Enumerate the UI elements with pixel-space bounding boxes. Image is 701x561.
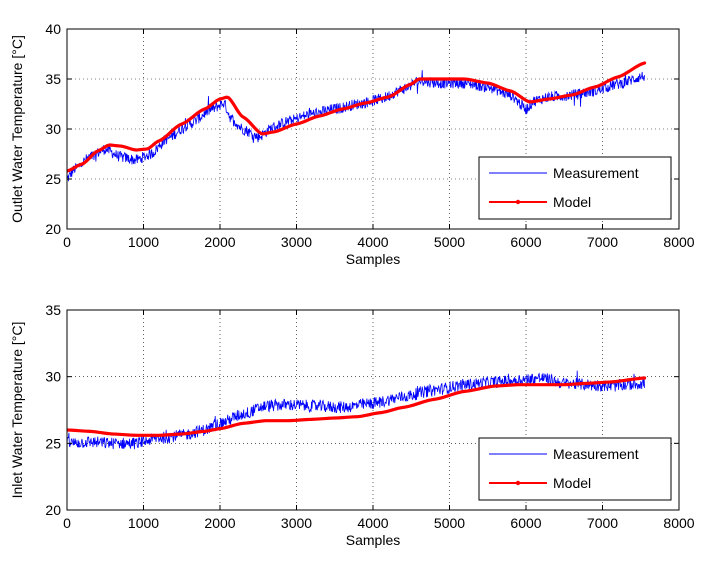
x-tick-label: 5000 [434, 234, 465, 250]
legend: Measurement Model [478, 437, 672, 501]
x-tick-label: 1000 [128, 234, 159, 250]
legend-marker-model [515, 199, 521, 205]
y-tick-label: 25 [45, 435, 61, 451]
chart-panel-bottom: 0 1000 2000 3000 4000 5000 6000 7000 8000 20 25 30 3… [9, 302, 695, 548]
x-tick-label: 7000 [587, 515, 618, 531]
series-line-model [67, 61, 647, 173]
x-tick-label: 2000 [204, 515, 235, 531]
legend-box [478, 156, 672, 220]
x-tick-label: 8000 [663, 234, 694, 250]
x-tick-label: 2000 [204, 234, 235, 250]
y-tick-label: 20 [45, 221, 61, 237]
legend-box [478, 437, 672, 501]
x-tick-label: 0 [63, 234, 71, 250]
x-axis-label: Samples [346, 251, 400, 267]
x-tick-label: 3000 [281, 234, 312, 250]
x-axis-label: Samples [346, 532, 400, 548]
y-tick-label: 40 [45, 21, 61, 37]
x-tick-label: 1000 [128, 515, 159, 531]
x-tick-label: 0 [63, 515, 71, 531]
legend-label-measurement: Measurement [553, 165, 639, 181]
x-tick-label: 6000 [510, 234, 541, 250]
x-tick-label: 8000 [663, 515, 694, 531]
legend-label-measurement: Measurement [553, 446, 639, 462]
y-tick-label: 35 [45, 71, 61, 87]
x-tick-label: 4000 [357, 515, 388, 531]
x-tick-label: 5000 [434, 515, 465, 531]
legend: Measurement Model [478, 156, 672, 220]
legend-marker-model [515, 480, 521, 486]
y-tick-label: 30 [45, 369, 61, 385]
y-axis-label: Outlet Water Temperature [°C] [9, 35, 25, 223]
y-tick-label: 20 [45, 502, 61, 518]
y-tick-label: 25 [45, 171, 61, 187]
y-axis-label: Inlet Water Temperature [°C] [9, 322, 25, 499]
chart-panel-top: 0 1000 2000 3000 4000 5000 6000 7000 8000 20 25 30 3… [9, 21, 695, 267]
x-tick-label: 3000 [281, 515, 312, 531]
legend-label-model: Model [553, 475, 591, 491]
y-tick-label: 35 [45, 302, 61, 318]
x-tick-label: 6000 [510, 515, 541, 531]
x-tick-label: 7000 [587, 234, 618, 250]
x-tick-label: 4000 [357, 234, 388, 250]
series-line-model [67, 376, 647, 437]
legend-label-model: Model [553, 194, 591, 210]
y-tick-label: 30 [45, 121, 61, 137]
